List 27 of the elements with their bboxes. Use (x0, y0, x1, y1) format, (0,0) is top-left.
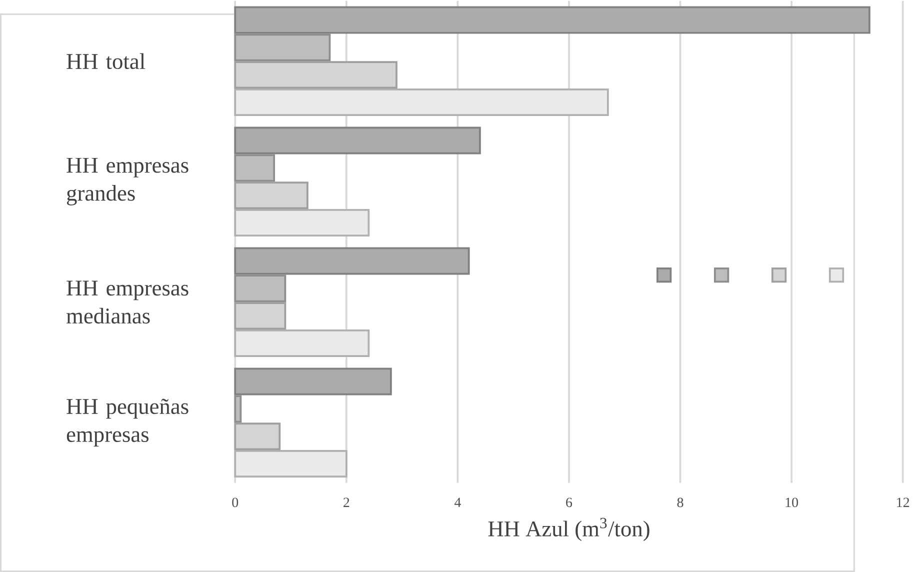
bar (234, 182, 308, 210)
y-tick-label: HH total (66, 53, 146, 69)
bar (234, 126, 481, 154)
bar (234, 395, 242, 423)
x-tick-label: 4 (454, 498, 461, 507)
bar (234, 247, 470, 275)
bar (234, 329, 370, 357)
x-tick-label: 6 (566, 498, 572, 508)
x-tick-label: 2 (344, 498, 350, 507)
x-tick-label: 12 (897, 498, 910, 507)
bar (234, 450, 348, 478)
bar (234, 208, 370, 236)
bar (234, 88, 609, 116)
bar (234, 422, 281, 450)
bar (234, 274, 286, 302)
x-tick-label: 8 (677, 498, 684, 508)
y-tick-label: HH empresas medianas (66, 280, 188, 324)
x-axis-title: HH Azul (m$^{3}$/ton) (488, 518, 650, 541)
bar (234, 6, 870, 34)
y-tick-label: HH pequeñas empresas (66, 398, 188, 446)
y-tick-label: HH empresas grandes (66, 158, 188, 206)
bar (234, 154, 276, 182)
bar (234, 368, 392, 396)
bar (234, 34, 331, 62)
x-tick-label: 10 (786, 498, 798, 508)
x-tick-label: 0 (232, 498, 238, 508)
bar (234, 302, 286, 330)
